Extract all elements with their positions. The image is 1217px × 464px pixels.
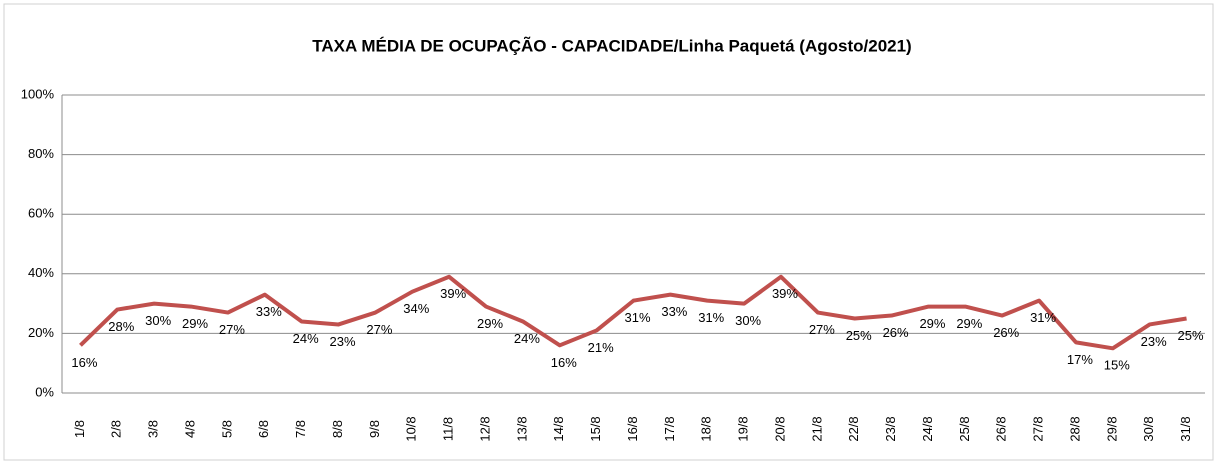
x-tick-label: 29/8 (1104, 416, 1119, 441)
x-tick-label: 12/8 (477, 416, 492, 441)
data-label: 24% (514, 331, 540, 346)
x-tick-label: 17/8 (662, 416, 677, 441)
data-label: 39% (440, 286, 466, 301)
x-tick-label: 10/8 (404, 416, 419, 441)
x-tick-label: 11/8 (441, 417, 456, 441)
x-tick-label: 15/8 (588, 416, 603, 441)
x-tick-label: 31/8 (1178, 416, 1193, 441)
x-tick-label: 21/8 (809, 416, 824, 441)
data-label: 31% (624, 310, 650, 325)
x-tick-label: 13/8 (514, 416, 529, 441)
x-tick-label: 18/8 (699, 416, 714, 441)
x-tick-label: 20/8 (772, 416, 787, 441)
data-label: 30% (145, 313, 171, 328)
x-tick-label: 8/8 (330, 420, 345, 438)
data-label: 16% (71, 355, 97, 370)
data-label: 21% (588, 340, 614, 355)
y-tick-label: 80% (28, 146, 54, 161)
data-label: 27% (809, 322, 835, 337)
data-label: 23% (330, 334, 356, 349)
data-label: 31% (698, 310, 724, 325)
x-tick-label: 4/8 (182, 420, 197, 438)
x-tick-label: 9/8 (367, 420, 382, 438)
y-tick-label: 60% (28, 206, 54, 221)
x-tick-label: 24/8 (920, 416, 935, 441)
data-label: 23% (1141, 334, 1167, 349)
data-label: 31% (1030, 310, 1056, 325)
x-tick-label: 30/8 (1141, 416, 1156, 441)
y-tick-label: 100% (21, 86, 55, 101)
data-label: 33% (661, 304, 687, 319)
x-tick-label: 25/8 (957, 416, 972, 441)
data-label: 26% (883, 325, 909, 340)
x-tick-label: 14/8 (551, 416, 566, 441)
data-label: 25% (1178, 328, 1204, 343)
series-line (79, 274, 1187, 351)
x-tick-label: 3/8 (146, 420, 161, 438)
y-tick-label: 0% (35, 384, 54, 399)
data-label: 30% (735, 313, 761, 328)
data-label: 25% (846, 328, 872, 343)
x-tick-label: 28/8 (1067, 416, 1082, 441)
x-tick-label: 1/8 (72, 420, 87, 438)
data-label: 39% (772, 286, 798, 301)
chart-border (3, 3, 1214, 461)
data-label: 26% (993, 325, 1019, 340)
data-label: 24% (293, 331, 319, 346)
x-tick-label: 23/8 (883, 416, 898, 441)
x-tick-label: 27/8 (1031, 416, 1046, 441)
x-tick-label: 26/8 (994, 416, 1009, 441)
x-tick-label: 16/8 (625, 416, 640, 441)
y-tick-label: 40% (28, 265, 54, 280)
data-label: 15% (1104, 358, 1130, 373)
data-label: 29% (919, 316, 945, 331)
y-tick-label: 20% (28, 325, 54, 340)
data-label: 34% (403, 301, 429, 316)
x-tick-label: 19/8 (736, 416, 751, 441)
x-tick-label: 22/8 (846, 416, 861, 441)
x-tick-label: 7/8 (293, 420, 308, 438)
data-label: 29% (182, 316, 208, 331)
x-tick-label: 2/8 (109, 420, 124, 438)
data-label: 29% (477, 316, 503, 331)
data-label: 27% (219, 322, 245, 337)
x-tick-label: 5/8 (219, 420, 234, 438)
data-label: 33% (256, 304, 282, 319)
data-label: 29% (956, 316, 982, 331)
chart-title: TAXA MÉDIA DE OCUPAÇÃO - CAPACIDADE/Linh… (312, 35, 911, 55)
data-label: 28% (108, 319, 134, 334)
data-label: 16% (551, 355, 577, 370)
data-label: 17% (1067, 352, 1093, 367)
data-label: 27% (366, 322, 392, 337)
x-tick-label: 6/8 (256, 420, 271, 438)
